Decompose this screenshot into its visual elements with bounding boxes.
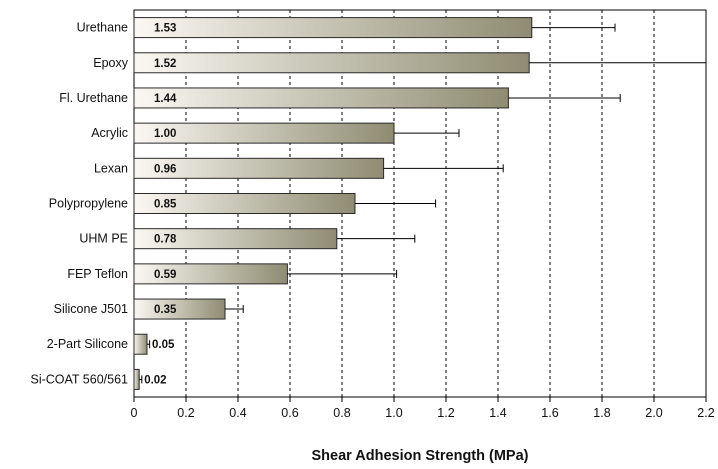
x-tick-label: 2.0 [645,406,662,420]
data-label: 1.52 [154,58,176,70]
x-tick-label: 1.4 [489,406,506,420]
data-label: 0.85 [154,199,177,211]
category-label: Polypropylene [49,197,128,211]
bars: 1.53 1.52 1.44 1.00 0.96 0.85 0.78 0.59 0.35 0.05… [133,17,707,390]
category-label: UHM PE [79,232,128,246]
data-label: 0.35 [154,304,177,316]
data-label: 0.59 [154,269,176,281]
category-label: Urethane [77,21,128,35]
bar [133,52,530,74]
category-label: 2-Part Silicone [47,337,128,351]
x-tick-label: 0.6 [281,406,298,420]
category-label: Lexan [94,161,128,175]
x-tick-label: 0.8 [333,406,350,420]
data-label: 0.02 [144,374,166,386]
category-label: Fl. Urethane [59,91,128,105]
x-tick-label: 1.0 [385,406,402,420]
x-tick-label: 2.2 [697,406,714,420]
category-label: Si-COAT 560/561 [30,372,128,386]
bar [133,368,140,390]
x-tick-label: 0 [131,406,138,420]
category-label: FEP Teflon [67,267,128,281]
x-axis-ticks: 0 0.2 0.4 0.6 0.8 1.0 1.2 1.4 1.6 1.8 2.0 2.2 [131,397,715,420]
bar [133,87,509,109]
x-axis-title: Shear Adhesion Strength (MPa) [312,448,529,464]
x-tick-label: 1.6 [541,406,558,420]
data-label: 0.05 [152,339,175,351]
category-label: Silicone J501 [54,302,128,316]
data-label: 0.96 [154,163,176,175]
x-tick-label: 0.2 [177,406,194,420]
category-label: Acrylic [91,126,128,140]
data-label: 0.78 [154,234,177,246]
data-label: 1.44 [154,93,177,105]
category-labels: Urethane Epoxy Fl. Urethane Acrylic Lexan Pol… [30,21,128,387]
bar [133,17,533,39]
x-tick-label: 0.4 [229,406,246,420]
bar [133,298,226,320]
data-label: 1.53 [154,23,176,35]
data-label: 1.00 [154,128,176,140]
x-tick-label: 1.8 [593,406,610,420]
x-tick-label: 1.2 [437,406,454,420]
category-label: Epoxy [93,56,128,70]
bar [133,333,148,355]
